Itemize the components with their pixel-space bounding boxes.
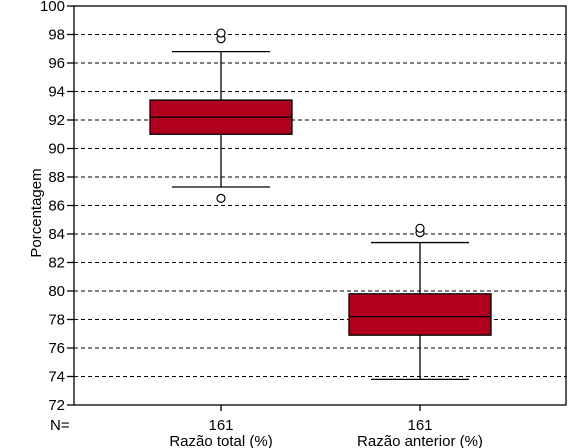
boxes (149, 28, 492, 381)
y-tick-label: 74 (48, 369, 65, 386)
y-axis: 72 74 76 78 80 82 84 86 88 90 92 94 96 98 100 (40, 0, 74, 414)
y-tick-label: 86 (48, 198, 65, 215)
outlier-point (216, 193, 226, 203)
n-count-label: 161 (407, 417, 432, 434)
y-tick-label: 92 (48, 112, 65, 129)
y-tick-label: 88 (48, 169, 65, 186)
y-tick-label: 90 (48, 141, 65, 158)
n-count-label: 161 (208, 417, 233, 434)
y-tick-label: 84 (48, 226, 65, 243)
y-tick-label: 72 (48, 397, 65, 414)
y-tick-label: 100 (40, 0, 65, 15)
y-axis-label: Porcentagem (28, 168, 45, 257)
y-tick-label: 82 (48, 255, 65, 272)
y-tick-label: 78 (48, 312, 65, 329)
category-label: Razão anterior (%) (357, 433, 483, 448)
box (348, 293, 492, 336)
outlier-point (415, 223, 425, 233)
y-tick-label: 76 (48, 340, 65, 357)
y-tick-label: 96 (48, 55, 65, 72)
outlier-point (216, 28, 226, 38)
grid-lines (74, 34, 566, 377)
n-prefix-label: N= (50, 417, 70, 434)
y-tick-label: 94 (48, 84, 65, 101)
y-tick-label: 98 (48, 27, 65, 44)
category-label: Razão total (%) (169, 433, 272, 448)
y-tick-label: 80 (48, 283, 65, 300)
